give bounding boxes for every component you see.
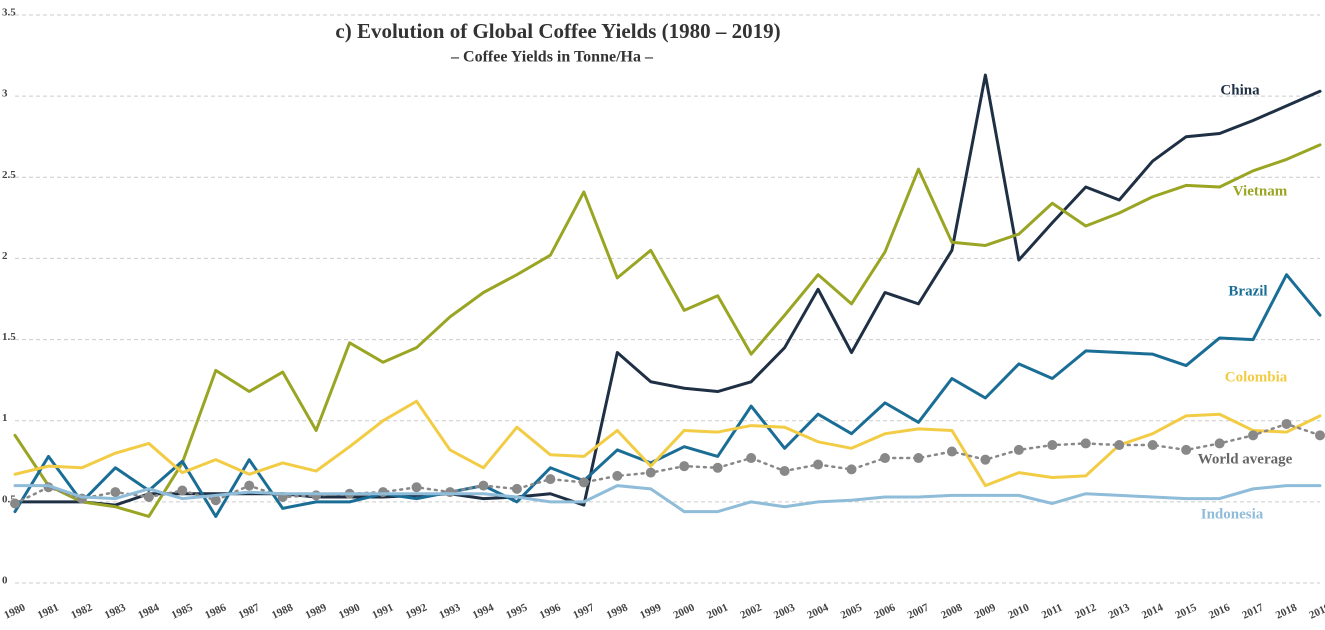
- series-line: [13, 399, 1322, 488]
- average-marker: [478, 480, 489, 491]
- average-marker: [143, 491, 154, 502]
- average-marker: [511, 483, 522, 494]
- average-marker: [210, 495, 221, 506]
- average-marker: [779, 466, 790, 477]
- x-tick-label: 2018: [1274, 601, 1299, 621]
- average-marker: [10, 498, 20, 509]
- y-tick-label: 2: [2, 250, 8, 262]
- x-tick-label: 2007: [906, 601, 931, 621]
- average-marker: [445, 487, 455, 498]
- x-tick-label: 2005: [839, 601, 864, 621]
- x-tick-label: 1988: [270, 601, 295, 621]
- y-tick-label: 1: [2, 412, 8, 424]
- y-tick-label: 2.5: [2, 169, 16, 181]
- series-label: China: [1220, 82, 1260, 98]
- average-marker: [1080, 438, 1091, 449]
- x-tick-label: 2014: [1140, 601, 1165, 621]
- x-tick-label: 1992: [404, 601, 429, 621]
- x-tick-label: 2012: [1073, 601, 1098, 621]
- average-marker: [244, 480, 255, 491]
- average-marker: [1214, 438, 1225, 449]
- x-tick-label: 1997: [571, 601, 596, 621]
- average-marker: [1147, 440, 1158, 451]
- average-marker: [980, 454, 991, 465]
- series-label: Indonesia: [1201, 506, 1264, 522]
- x-tick-label: 2017: [1240, 601, 1265, 621]
- x-tick-label: 2002: [738, 601, 763, 621]
- series-line: [13, 73, 1322, 507]
- average-marker: [712, 462, 723, 473]
- x-tick-label: 2019: [1307, 601, 1325, 621]
- x-tick-label: 1986: [203, 601, 228, 621]
- x-tick-label: 1983: [103, 601, 128, 621]
- y-tick-label: 3: [2, 88, 8, 100]
- x-tick-label: 1995: [504, 601, 529, 621]
- average-marker: [746, 453, 757, 464]
- average-marker: [645, 467, 656, 478]
- x-tick-label: 1998: [605, 601, 630, 621]
- average-marker: [813, 459, 824, 470]
- series-line: [13, 484, 1322, 514]
- x-tick-label: 1989: [303, 601, 328, 621]
- average-marker: [411, 482, 422, 493]
- series-label: Colombia: [1225, 369, 1288, 385]
- x-tick-label: 1994: [471, 601, 496, 621]
- x-tick-label: 2006: [872, 601, 897, 621]
- x-tick-label: 2003: [772, 601, 797, 621]
- x-tick-label: 1993: [437, 601, 462, 621]
- chart-title: c) Evolution of Global Coffee Yields (19…: [335, 19, 780, 43]
- average-marker: [378, 487, 389, 498]
- average-marker: [846, 464, 857, 475]
- y-tick-label: 3.5: [2, 7, 16, 19]
- average-marker: [946, 446, 957, 457]
- average-marker: [545, 474, 556, 485]
- series-line: [13, 143, 1322, 518]
- average-marker: [1181, 444, 1192, 455]
- x-tick-label: 1984: [136, 601, 161, 621]
- series-line: [13, 273, 1322, 518]
- average-marker: [311, 490, 322, 501]
- x-tick-label: 1980: [2, 601, 27, 621]
- x-tick-label: 2010: [1006, 601, 1031, 621]
- x-tick-label: 1996: [538, 601, 563, 621]
- x-tick-label: 1999: [638, 601, 663, 621]
- average-marker: [177, 485, 188, 496]
- x-tick-label: 2009: [973, 601, 998, 621]
- chart-subtitle: – Coffee Yields in Tonne/Ha –: [450, 49, 654, 66]
- average-marker: [1248, 430, 1259, 441]
- y-tick-label: 1.5: [2, 331, 16, 343]
- x-tick-label: 1990: [337, 601, 362, 621]
- average-marker: [1013, 444, 1024, 455]
- x-tick-label: 2008: [939, 601, 964, 621]
- series-label: Vietnam: [1233, 183, 1288, 199]
- average-marker: [1047, 440, 1058, 451]
- average-marker: [1114, 440, 1125, 451]
- x-tick-label: 1985: [170, 601, 195, 621]
- series-label: World average: [1198, 451, 1293, 467]
- average-marker: [1281, 418, 1292, 429]
- x-tick-label: 2016: [1207, 601, 1232, 621]
- average-marker: [880, 453, 890, 464]
- average-marker: [612, 470, 623, 481]
- x-tick-label: 1991: [370, 601, 395, 621]
- x-tick-label: 1987: [237, 601, 262, 621]
- x-tick-label: 2015: [1173, 601, 1198, 621]
- average-marker: [913, 453, 924, 464]
- x-tick-label: 1981: [36, 601, 61, 621]
- average-marker: [1315, 430, 1325, 441]
- x-tick-label: 2000: [672, 601, 697, 621]
- series-label: Brazil: [1228, 283, 1267, 299]
- average-marker: [679, 461, 690, 472]
- y-tick-label: 0: [2, 575, 8, 587]
- x-tick-label: 2013: [1107, 601, 1132, 621]
- x-tick-label: 2004: [805, 601, 830, 621]
- x-tick-label: 2001: [705, 601, 730, 621]
- x-tick-label: 2011: [1040, 602, 1064, 622]
- average-marker: [110, 487, 121, 498]
- average-line: [13, 422, 1322, 505]
- average-marker: [578, 477, 589, 488]
- x-tick-label: 1982: [69, 601, 94, 621]
